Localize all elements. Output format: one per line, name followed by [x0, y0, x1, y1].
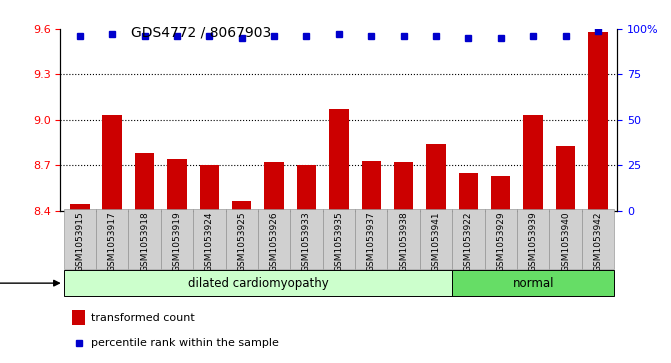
- FancyBboxPatch shape: [291, 209, 323, 269]
- FancyBboxPatch shape: [517, 209, 550, 269]
- Text: GSM1053922: GSM1053922: [464, 212, 473, 272]
- FancyBboxPatch shape: [258, 209, 291, 269]
- Bar: [459, 173, 478, 211]
- FancyBboxPatch shape: [355, 209, 387, 269]
- FancyBboxPatch shape: [193, 209, 225, 269]
- Bar: [426, 144, 446, 211]
- Text: GSM1053940: GSM1053940: [561, 212, 570, 272]
- Bar: [491, 176, 511, 211]
- Text: GSM1053924: GSM1053924: [205, 212, 214, 272]
- Bar: [588, 32, 608, 211]
- Bar: [297, 165, 316, 211]
- Text: GSM1053919: GSM1053919: [172, 212, 181, 273]
- FancyBboxPatch shape: [64, 209, 96, 269]
- FancyBboxPatch shape: [582, 209, 614, 269]
- Bar: [394, 162, 413, 211]
- Bar: [200, 165, 219, 211]
- FancyBboxPatch shape: [128, 209, 161, 269]
- Bar: [264, 162, 284, 211]
- Text: GSM1053937: GSM1053937: [367, 212, 376, 273]
- Bar: [362, 161, 381, 211]
- Bar: [232, 201, 252, 211]
- Text: GDS4772 / 8067903: GDS4772 / 8067903: [131, 25, 272, 40]
- Bar: [523, 115, 543, 211]
- Bar: [70, 204, 89, 211]
- Text: GSM1053938: GSM1053938: [399, 212, 408, 273]
- Text: GSM1053941: GSM1053941: [431, 212, 440, 272]
- Text: GSM1053935: GSM1053935: [334, 212, 344, 273]
- FancyBboxPatch shape: [452, 270, 614, 296]
- Text: GSM1053915: GSM1053915: [75, 212, 85, 273]
- Text: GSM1053918: GSM1053918: [140, 212, 149, 273]
- FancyBboxPatch shape: [96, 209, 128, 269]
- Text: GSM1053917: GSM1053917: [108, 212, 117, 273]
- Text: transformed count: transformed count: [91, 313, 195, 323]
- FancyBboxPatch shape: [161, 209, 193, 269]
- FancyBboxPatch shape: [420, 209, 452, 269]
- Bar: [329, 109, 348, 211]
- Text: GSM1053926: GSM1053926: [270, 212, 278, 272]
- Text: GSM1053925: GSM1053925: [238, 212, 246, 272]
- Bar: [556, 146, 575, 211]
- FancyBboxPatch shape: [387, 209, 420, 269]
- FancyBboxPatch shape: [323, 209, 355, 269]
- Bar: [72, 310, 85, 325]
- FancyBboxPatch shape: [484, 209, 517, 269]
- FancyBboxPatch shape: [550, 209, 582, 269]
- FancyBboxPatch shape: [452, 209, 484, 269]
- Text: dilated cardiomyopathy: dilated cardiomyopathy: [187, 277, 328, 290]
- FancyBboxPatch shape: [64, 270, 452, 296]
- FancyBboxPatch shape: [225, 209, 258, 269]
- Text: percentile rank within the sample: percentile rank within the sample: [91, 338, 279, 348]
- Text: disease state: disease state: [0, 277, 59, 290]
- Bar: [103, 115, 122, 211]
- Text: GSM1053942: GSM1053942: [593, 212, 603, 272]
- Text: normal: normal: [513, 277, 554, 290]
- Text: GSM1053939: GSM1053939: [529, 212, 537, 273]
- Text: GSM1053933: GSM1053933: [302, 212, 311, 273]
- Text: GSM1053929: GSM1053929: [497, 212, 505, 272]
- Bar: [135, 153, 154, 211]
- Bar: [167, 159, 187, 211]
